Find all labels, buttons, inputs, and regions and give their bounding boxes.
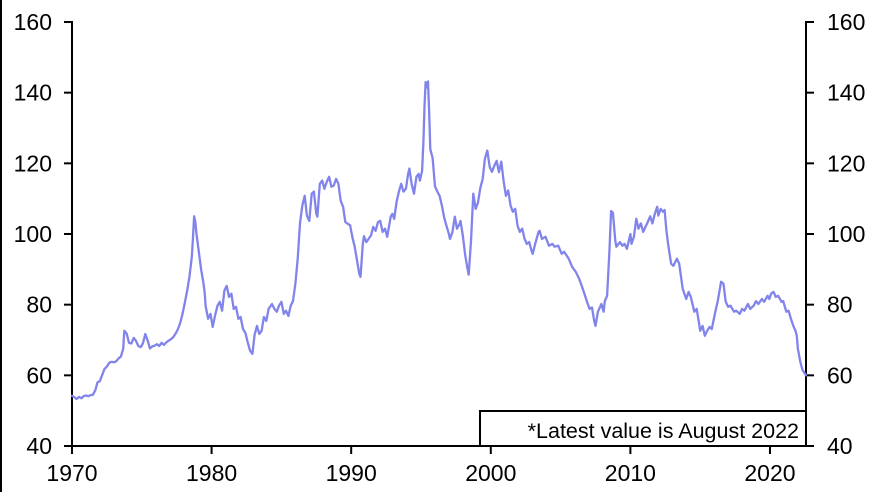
x-tick-label: 2010 (605, 460, 656, 486)
y-tick-label-left: 140 (14, 80, 52, 106)
data-line (70, 80, 808, 401)
x-tick-label: 1980 (186, 460, 237, 486)
x-tick-label: 1970 (46, 460, 97, 486)
annotation-box: *Latest value is August 2022 (479, 410, 807, 447)
axes: 40 40 60 60 80 80 100 100 120 120 140 140 160 160 1970… (14, 9, 866, 486)
y-tick-label-left: 60 (26, 362, 52, 388)
y-tick-label-left: 120 (14, 150, 52, 176)
annotation-text: *Latest value is August 2022 (528, 419, 799, 443)
screen-left-border (0, 0, 2, 492)
annotation-box-border (479, 410, 807, 447)
y-tick-label-right: 40 (827, 433, 853, 459)
y-tick-label-right: 60 (827, 362, 853, 388)
y-tick-label-right: 80 (827, 292, 853, 318)
data-line-group (70, 80, 808, 401)
y-tick-label-left: 160 (14, 9, 52, 35)
y-tick-label-left: 100 (14, 221, 52, 247)
y-tick-label-right: 140 (827, 80, 865, 106)
x-tick-label: 2020 (744, 460, 795, 486)
y-tick-label-left: 40 (26, 433, 52, 459)
y-tick-label-right: 160 (827, 9, 865, 35)
x-tick-label: 1990 (326, 460, 377, 486)
y-tick-label-right: 100 (827, 221, 865, 247)
y-tick-label-left: 80 (26, 292, 52, 318)
x-tick-label: 2000 (465, 460, 516, 486)
y-tick-label-right: 120 (827, 150, 865, 176)
